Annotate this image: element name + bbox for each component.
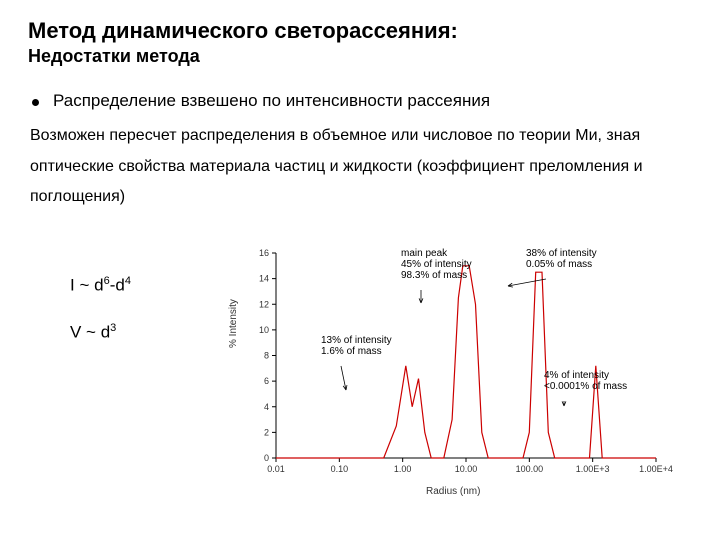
svg-text:main peak: main peak: [401, 248, 448, 259]
svg-text:45% of intensity: 45% of intensity: [401, 259, 472, 270]
bullet-dot-icon: [32, 99, 39, 106]
body-paragraph: Возможен пересчет распределения в объемн…: [30, 121, 692, 212]
svg-text:4% of intensity: 4% of intensity: [544, 370, 609, 381]
svg-text:1.6% of mass: 1.6% of mass: [321, 346, 382, 357]
svg-text:1.00: 1.00: [394, 464, 412, 474]
svg-text:4: 4: [264, 402, 269, 412]
chart-x-label: Radius (nm): [426, 486, 480, 497]
svg-text:10.00: 10.00: [455, 464, 478, 474]
svg-text:2: 2: [264, 427, 269, 437]
svg-text:8: 8: [264, 351, 269, 361]
formula-block: I ~ d6-d4 V ~ d3: [70, 275, 131, 368]
chart-y-label: % Intensity: [228, 299, 239, 348]
page-subtitle: Недостатки метода: [28, 46, 692, 67]
bullet-text: Распределение взвешено по интенсивности …: [53, 91, 490, 111]
formula-1-sup-d: 4: [125, 275, 131, 287]
svg-text:12: 12: [259, 299, 269, 309]
svg-text:14: 14: [259, 274, 269, 284]
formula-1-part-a: I ~ d: [70, 276, 104, 295]
formula-2-sup-b: 3: [110, 322, 116, 334]
intensity-chart: % Intensity Radius (nm) 02468101214160.0…: [236, 248, 676, 508]
svg-text:6: 6: [264, 376, 269, 386]
formula-1: I ~ d6-d4: [70, 275, 131, 296]
svg-text:0.10: 0.10: [331, 464, 349, 474]
svg-text:10: 10: [259, 325, 269, 335]
chart-svg: 0 2 4 6 8 10 12 14 16 0.01 0.10 1.00 10.00 100.00 1.00…: [236, 248, 676, 483]
svg-text:1.00E+3: 1.00E+3: [576, 464, 610, 474]
svg-text:100.00: 100.00: [516, 464, 544, 474]
svg-text:<0.0001% of mass: <0.0001% of mass: [544, 381, 627, 392]
svg-text:98.3% of mass: 98.3% of mass: [401, 270, 467, 281]
svg-text:0: 0: [264, 453, 269, 463]
bullet-item: Распределение взвешено по интенсивности …: [28, 91, 692, 111]
page-title: Метод динамического светорассеяния:: [28, 18, 692, 44]
svg-text:1.00E+4: 1.00E+4: [639, 464, 673, 474]
svg-text:0.05% of mass: 0.05% of mass: [526, 259, 592, 270]
svg-text:13% of intensity: 13% of intensity: [321, 335, 392, 346]
svg-text:38% of intensity: 38% of intensity: [526, 248, 597, 259]
formula-2-part-a: V ~ d: [70, 322, 110, 341]
formula-2: V ~ d3: [70, 322, 131, 343]
svg-text:0.01: 0.01: [267, 464, 285, 474]
formula-1-part-c: -d: [110, 276, 125, 295]
svg-text:16: 16: [259, 248, 269, 258]
